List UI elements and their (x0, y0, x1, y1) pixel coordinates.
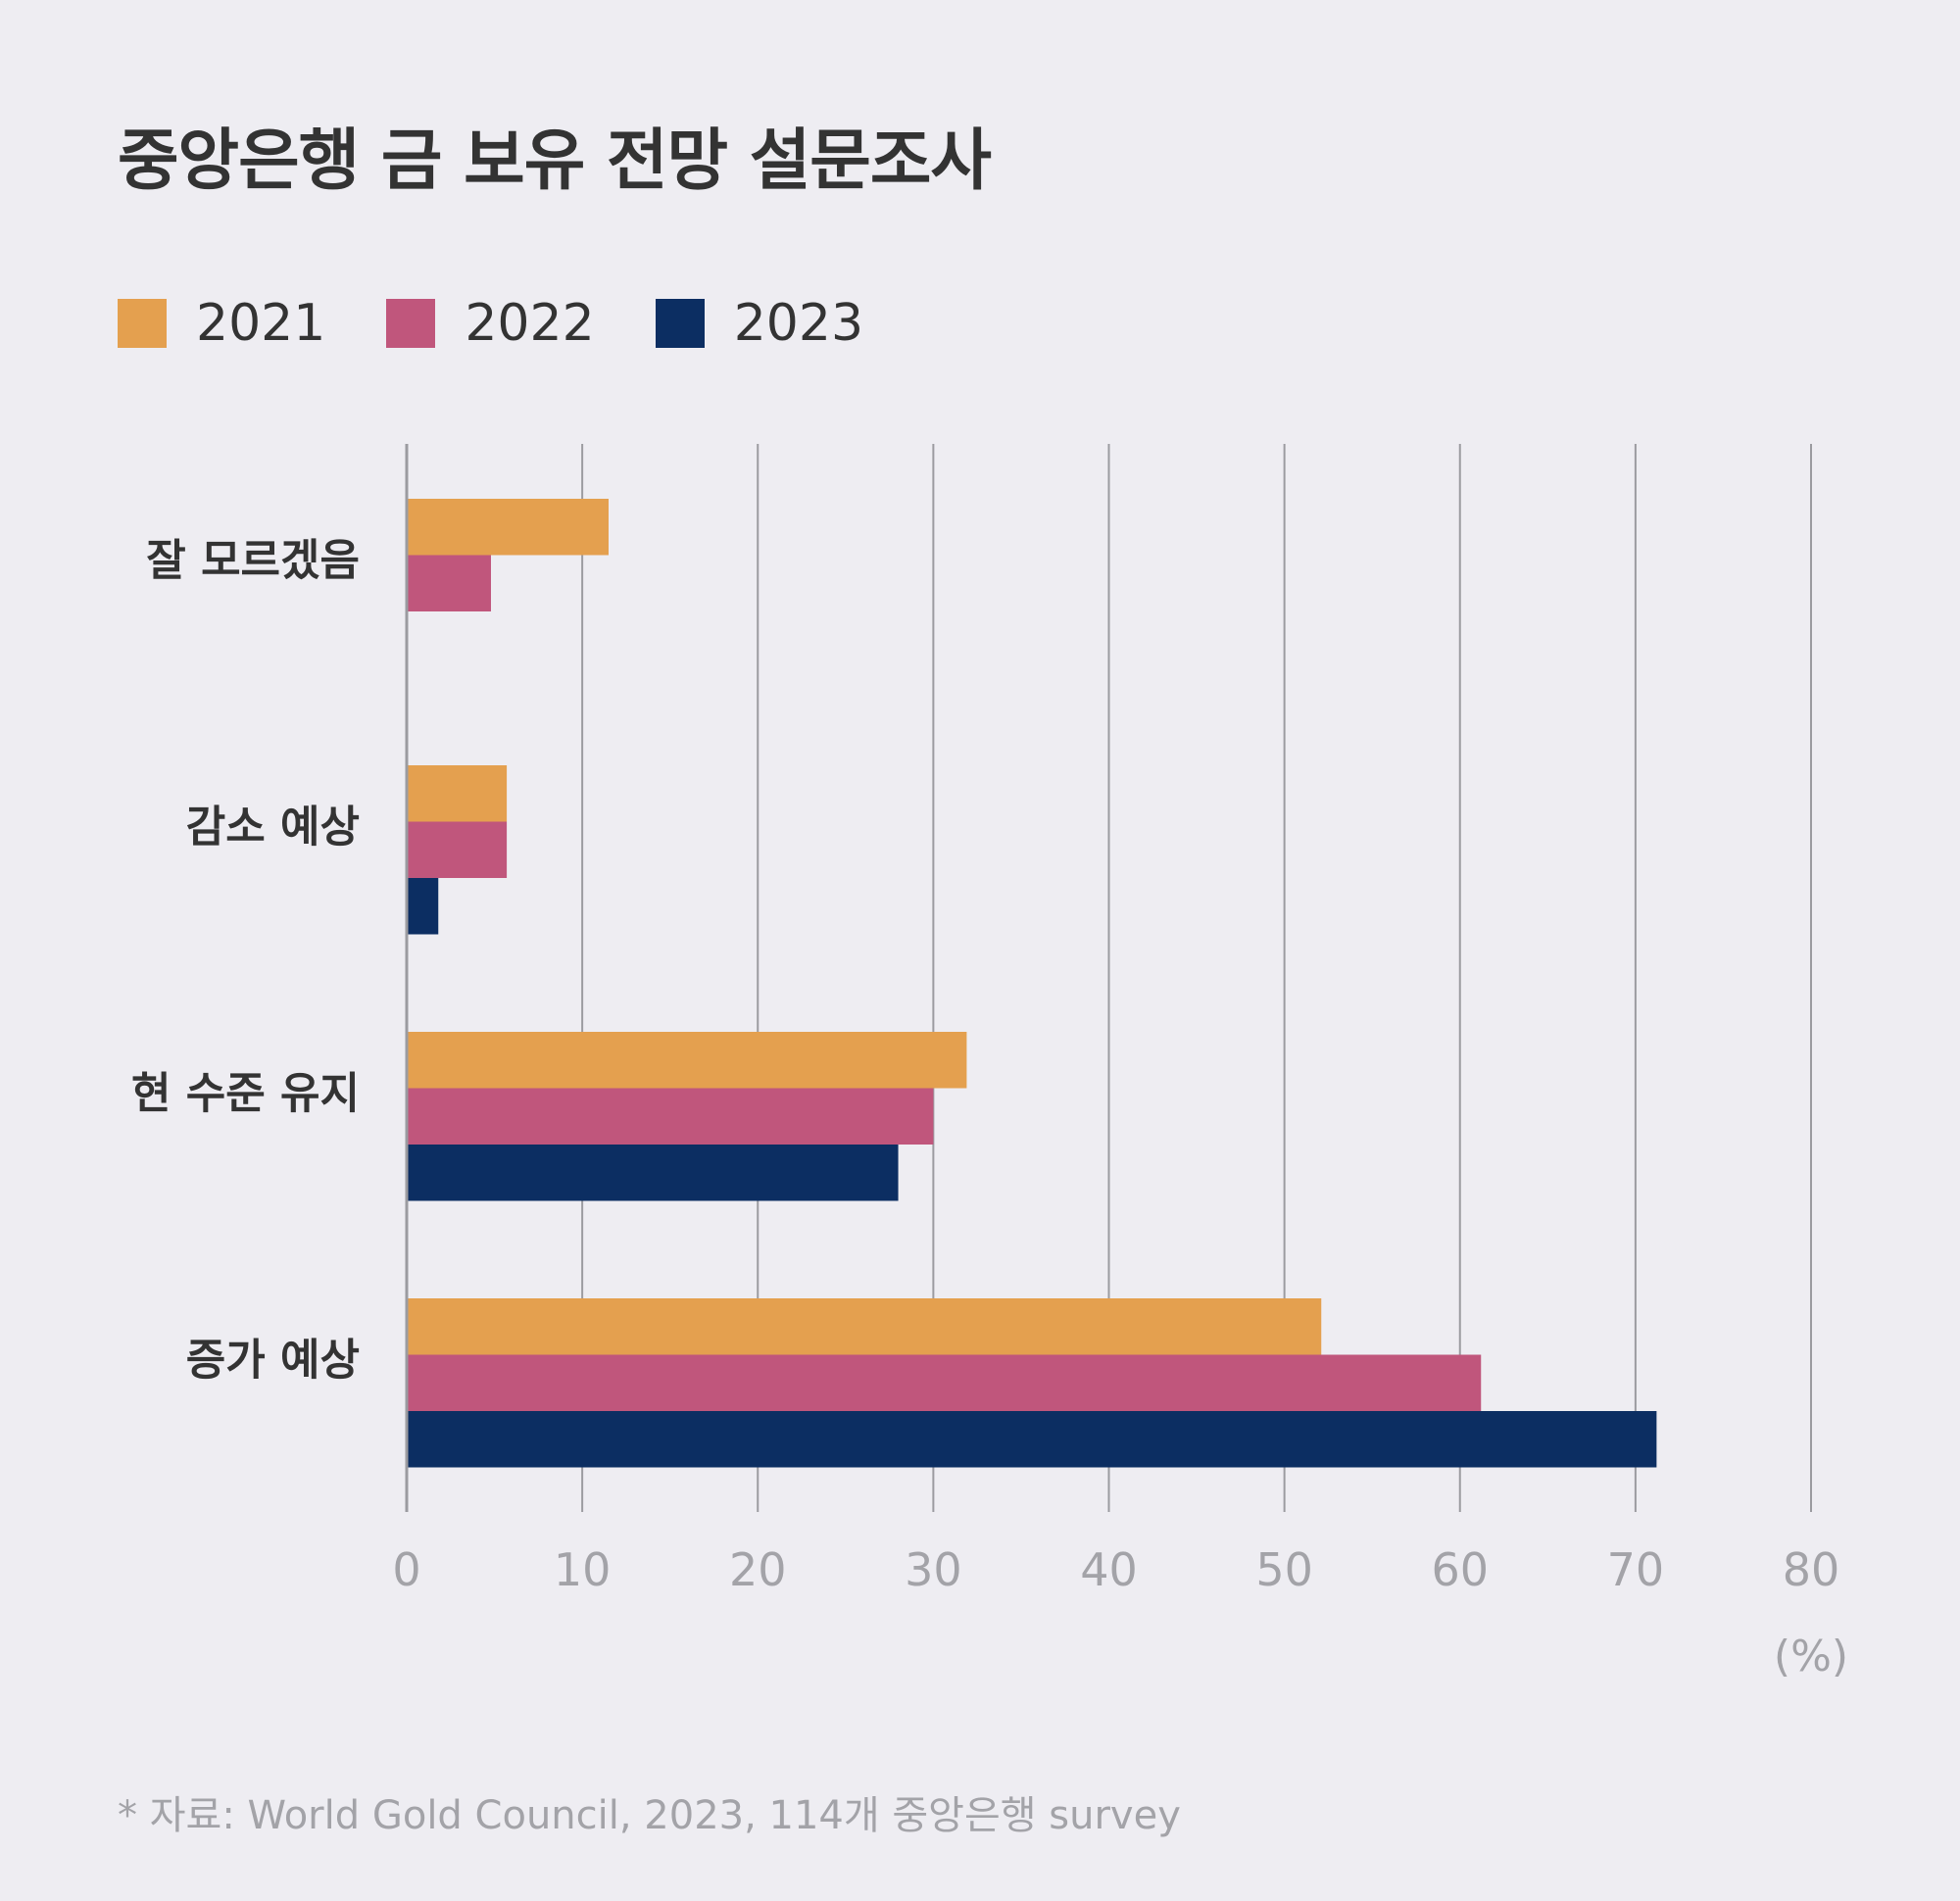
bar-2022 (408, 555, 491, 611)
legend-label: 2023 (733, 294, 864, 353)
bar-2021 (408, 1298, 1322, 1355)
bar-2023 (408, 1411, 1657, 1468)
bar-2023 (408, 878, 439, 935)
legend-swatch (386, 299, 436, 348)
legend-swatch (118, 299, 167, 348)
bar-2023 (408, 1145, 899, 1201)
x-tick-label: 40 (1080, 1543, 1138, 1596)
x-tick-label: 80 (1783, 1543, 1840, 1596)
x-tick-label: 20 (729, 1543, 787, 1596)
bar-2022 (408, 1354, 1482, 1411)
x-tick-label: 10 (554, 1543, 612, 1596)
legend: 2021 2022 2023 (118, 294, 863, 353)
legend-item: 2021 (118, 294, 325, 353)
category-label: 현 수준 유지 (131, 1069, 360, 1119)
x-tick-label: 60 (1431, 1543, 1489, 1596)
x-tick-label: 30 (905, 1543, 962, 1596)
x-tick-label: 0 (392, 1543, 420, 1596)
legend-label: 2021 (196, 294, 326, 353)
legend-item: 2023 (655, 294, 864, 353)
x-tick-label: 50 (1255, 1543, 1313, 1596)
bar-2022 (408, 821, 508, 878)
x-tick-label: 70 (1607, 1543, 1665, 1596)
legend-swatch (655, 299, 705, 348)
category-label: 감소 예상 (186, 803, 360, 853)
legend-label: 2022 (465, 294, 595, 353)
legend-item: 2022 (386, 294, 595, 353)
category-label: 증가 예상 (186, 1336, 360, 1386)
chart-title: 중앙은행 금 보유 전망 설문조사 (118, 122, 992, 200)
bar-2022 (408, 1088, 934, 1145)
bar-2021 (408, 499, 609, 556)
category-label: 잘 모르겠음 (146, 536, 360, 586)
bar-2021 (408, 765, 508, 822)
x-unit-label: (%) (1774, 1632, 1848, 1682)
footnote: * 자료: World Gold Council, 2023, 114개 중앙은… (118, 1793, 1181, 1838)
bar-2021 (408, 1032, 967, 1089)
